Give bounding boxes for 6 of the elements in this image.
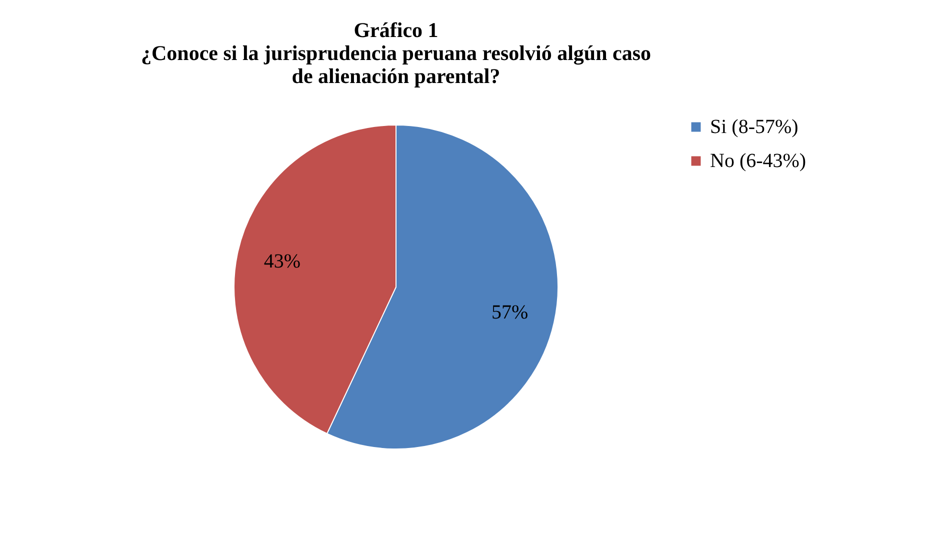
chart-subtitle: ¿Conoce si la jurisprudencia peruana resolvió algún caso de alienación parental? xyxy=(140,41,652,88)
chart-title: Gráfico 1 xyxy=(354,18,438,42)
data-label: 57% xyxy=(491,301,528,324)
legend-label: No (6-43%) xyxy=(710,150,806,172)
data-label: 43% xyxy=(264,250,301,273)
legend-label: Si (8-57%) xyxy=(710,116,798,138)
